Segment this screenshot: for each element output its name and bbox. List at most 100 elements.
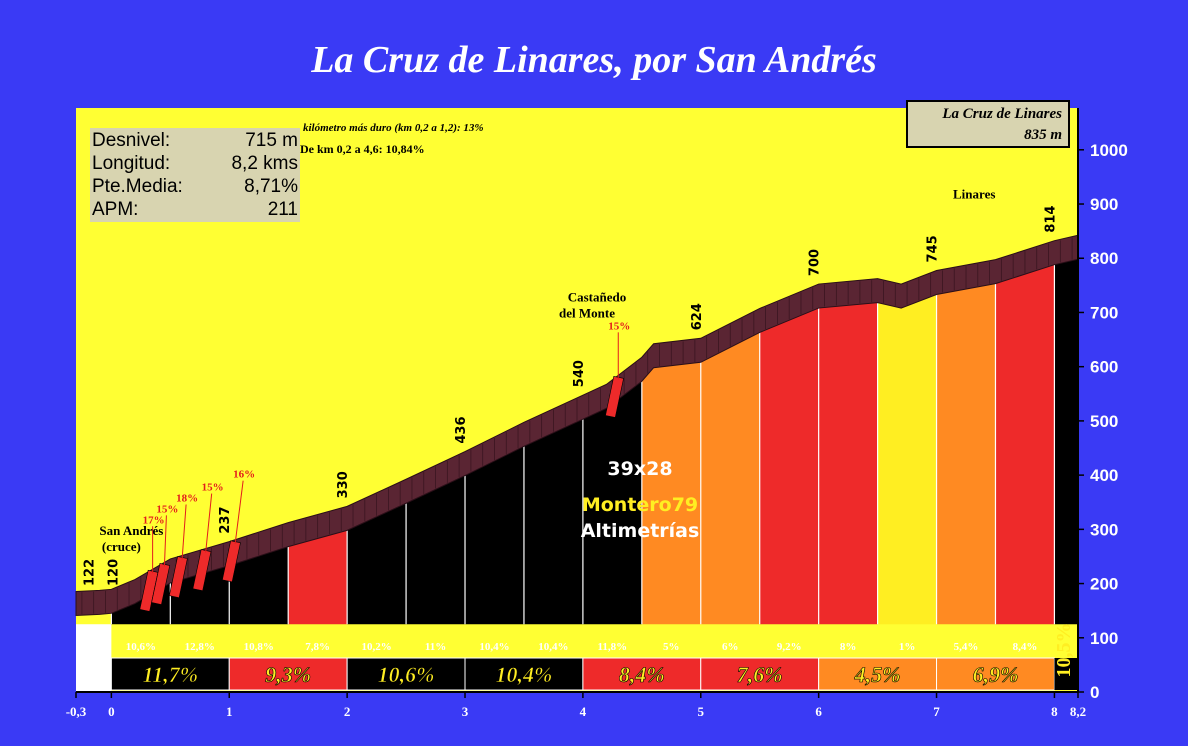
- segment-gradient-label: 11,8%: [598, 641, 628, 653]
- segment-gradient-label: 10,4%: [538, 641, 568, 653]
- km-gradient-cell: [228, 657, 348, 691]
- segment-gradient-label: 1%: [899, 641, 916, 653]
- segment-gradient-label: 6%: [722, 641, 739, 653]
- hardest-km-note: kilómetro más duro (km 0,2 a 1,2): 13%: [303, 122, 484, 134]
- km-gradient-cell: [464, 657, 584, 691]
- stat-value: 211: [267, 199, 298, 220]
- km-gradient-label: 11,7%: [142, 662, 198, 687]
- km-gradient-cell: [936, 657, 1055, 691]
- segment-gradient-label: 11%: [425, 641, 446, 653]
- segment-gradient-label: 10,6%: [126, 641, 156, 653]
- segment-gradient-label: 8%: [840, 641, 857, 653]
- y-tick-label: 800: [1090, 249, 1118, 268]
- altitude-label: 745: [926, 235, 941, 262]
- ramp-label: 15%: [608, 320, 630, 332]
- stat-label: Desnivel:: [92, 130, 171, 151]
- km-gradient-end: [1054, 658, 1078, 690]
- segment-gradient-label: 10,2%: [361, 641, 391, 653]
- y-tick-label: 200: [1090, 575, 1118, 594]
- segment-gradient-label: 10,5%: [1053, 623, 1075, 678]
- y-tick-label: 0: [1090, 683, 1099, 702]
- km-gradient-cell: [700, 657, 820, 691]
- km-gradient-label: 8,4%: [619, 662, 665, 687]
- segment-fill: [229, 544, 289, 625]
- ramp-label: 18%: [176, 492, 198, 504]
- stat-row: APM: 211: [92, 198, 298, 221]
- x-tick-label: -0,3: [66, 704, 87, 719]
- place-label-line2: del Monte: [559, 306, 615, 321]
- ramp-label: 16%: [233, 469, 255, 481]
- altitude-label: 237: [218, 506, 233, 533]
- place-label: Castañedo: [568, 290, 627, 305]
- km-gradient-label: 6,9%: [973, 662, 1019, 687]
- stat-label: Pte.Media:: [92, 176, 183, 197]
- y-tick-label: 900: [1090, 195, 1118, 214]
- altitude-label: 120: [106, 559, 121, 586]
- y-tick-label: 500: [1090, 412, 1118, 431]
- altitude-label: 624: [690, 303, 705, 330]
- segment-gradient-label: 9,2%: [777, 641, 802, 653]
- km-gradient-label: 4,5%: [854, 662, 901, 687]
- km-gradient-cell: [346, 657, 466, 691]
- segment-fill: [406, 473, 466, 625]
- altitude-labels: 122 120 237 330 436 540 624 700 745 814: [83, 206, 1059, 586]
- stat-value: 715 m: [245, 130, 298, 151]
- x-tick-label: 4: [580, 704, 587, 719]
- ramp-label: 15%: [156, 503, 178, 515]
- segment-fill: [465, 444, 524, 625]
- steep-ramps: 17%15%18%15%16%15%: [139, 320, 630, 612]
- segment-gradient-label: 7,8%: [305, 641, 330, 653]
- y-tick-label: 700: [1090, 303, 1118, 322]
- stat-label: Longitud:: [92, 153, 171, 174]
- ramp-label: 17%: [143, 514, 165, 526]
- segment-gradient-label: 10,4%: [479, 641, 509, 653]
- stat-value: 8,2 kms: [231, 153, 298, 174]
- segment-gradient-labels: 10,6% 12,8% 10,8% 7,8% 10,2% 11% 10,4% 10,4% 11,…: [126, 623, 1076, 678]
- segment-fill: [995, 262, 1055, 625]
- segment-gradient-label: 5%: [663, 641, 680, 653]
- altitude-label: 436: [454, 416, 469, 443]
- x-tick-label: 1: [226, 704, 233, 719]
- ramp-pointer: [234, 480, 244, 544]
- altitude-label: 330: [336, 471, 351, 498]
- y-tick-label: 400: [1090, 466, 1118, 485]
- altitude-label: 540: [572, 360, 587, 387]
- place-label-line2: (cruce): [102, 539, 141, 554]
- km-gradient-cell: [582, 657, 702, 691]
- segment-gradient-label: 5,4%: [954, 641, 979, 653]
- stat-row: Pte.Media: 8,71%: [92, 175, 298, 198]
- x-tick-label: 2: [344, 704, 351, 719]
- gear-label: 39x28: [607, 458, 673, 480]
- x-tick-label: 3: [462, 704, 469, 719]
- summit-box: La Cruz de Linares 835 m: [906, 100, 1070, 148]
- site-label: Altimetrías: [580, 520, 700, 542]
- segment-fill: [582, 379, 642, 625]
- y-tick-label: 300: [1090, 520, 1118, 539]
- segment-fill: [1054, 257, 1078, 625]
- chart-title: La Cruz de Linares, por San Andrés: [311, 39, 877, 81]
- y-tick-label: 100: [1090, 629, 1118, 648]
- stat-row: Desnivel: 715 m: [92, 129, 298, 152]
- summit-name: La Cruz de Linares: [942, 106, 1062, 122]
- segment-fill: [641, 360, 701, 625]
- km-gradient-label: 10,4%: [496, 662, 553, 687]
- segment-gradient-label: 12,8%: [185, 641, 215, 653]
- ramp-pointer: [205, 493, 213, 553]
- segment-fill: [523, 417, 583, 625]
- stat-row: Longitud: 8,2 kms: [92, 152, 298, 175]
- segment-fill: [700, 330, 760, 625]
- x-tick-label: 6: [815, 704, 822, 719]
- x-tick-label: 8: [1051, 704, 1058, 719]
- segment-gradient-label: 10,8%: [244, 641, 274, 653]
- km-gradient-label: 9,3%: [265, 662, 311, 687]
- ramp-label: 15%: [202, 482, 224, 494]
- stretch-note: De km 0,2 a 4,6: 10,84%: [300, 142, 425, 156]
- altitude-label: 814: [1043, 206, 1058, 233]
- y-tick-label: 600: [1090, 358, 1118, 377]
- altitude-label: 122: [83, 559, 98, 586]
- author-label: Montero79: [581, 494, 699, 516]
- x-tick-label: 7: [933, 704, 940, 719]
- y-tick-label: 1000: [1090, 141, 1128, 160]
- segment-fill: [936, 281, 996, 625]
